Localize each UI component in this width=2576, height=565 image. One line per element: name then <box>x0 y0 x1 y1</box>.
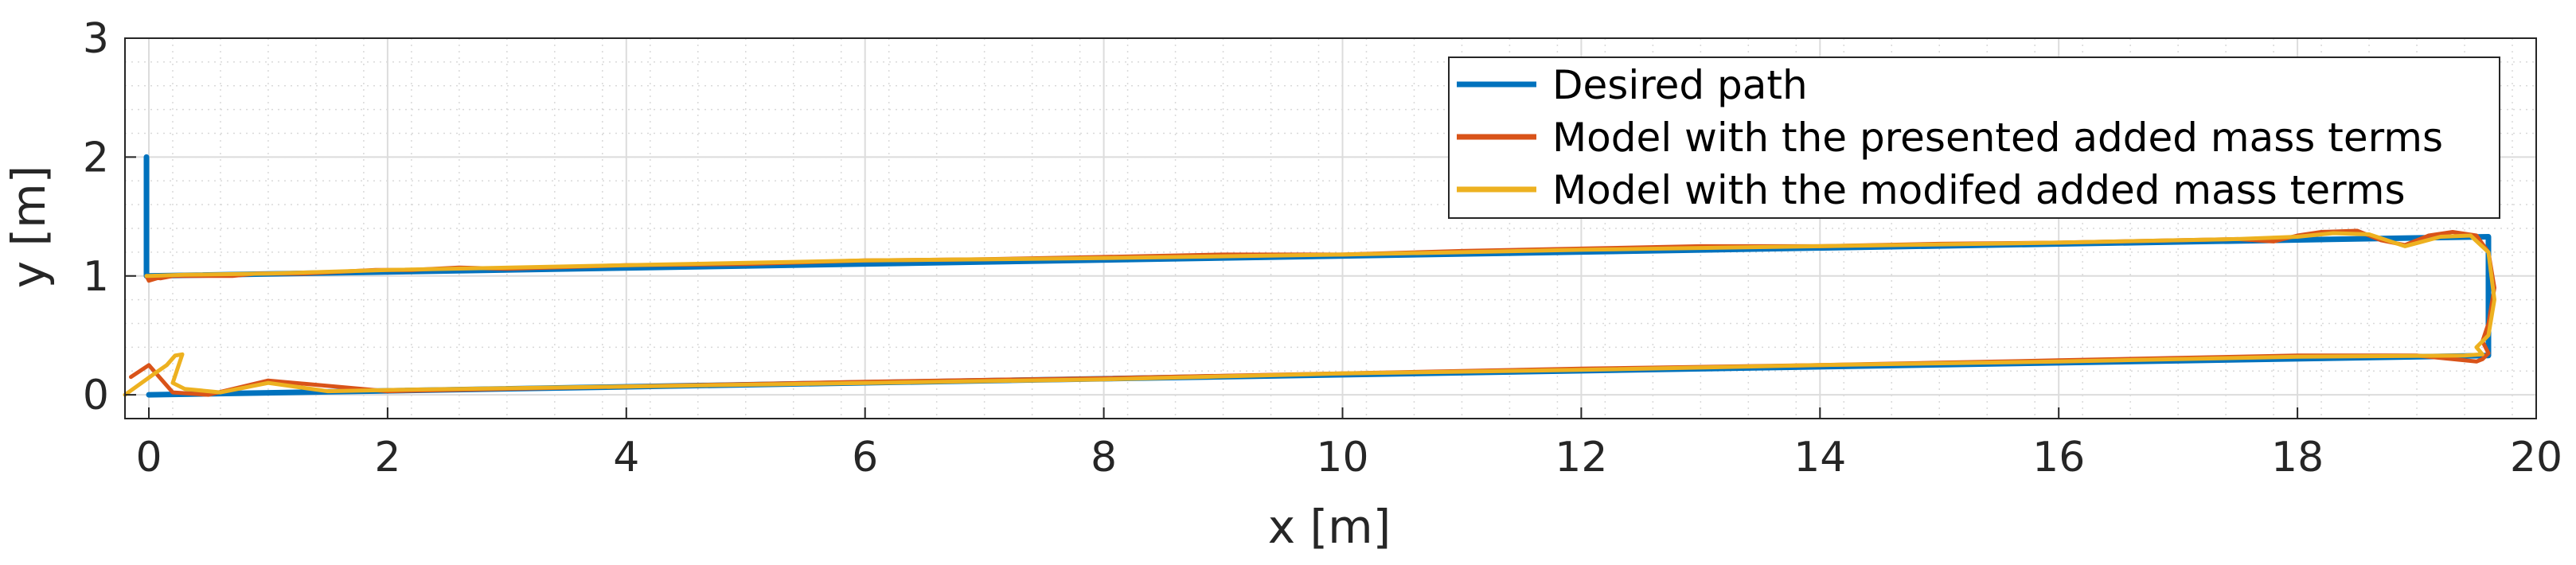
y-tick-labels: 0 1 2 3 <box>83 15 109 419</box>
legend-box <box>1448 56 2500 219</box>
x-axis-label: x [m] <box>1268 500 1391 554</box>
y-tick-label: 0 <box>83 372 109 419</box>
y-tick-label: 2 <box>83 134 109 181</box>
legend-label-desired-path: Desired path <box>1552 62 1808 108</box>
series-line-2 <box>123 231 2496 397</box>
x-tick-label: 16 <box>2032 434 2085 481</box>
legend-label-presented-model: Model with the presented added mass term… <box>1552 115 2443 161</box>
x-tick-label: 18 <box>2271 434 2324 481</box>
x-tick-label: 2 <box>374 434 400 481</box>
x-tick-label: 12 <box>1555 434 1607 481</box>
x-tick-label: 4 <box>613 434 639 481</box>
plot-lines <box>123 154 2496 398</box>
y-tick-label: 3 <box>83 15 109 63</box>
x-tick-label: 14 <box>1793 434 1846 481</box>
x-tick-label: 8 <box>1091 434 1117 481</box>
plot-frame <box>124 37 2537 419</box>
x-tick-labels: 0 2 4 6 8 10 12 14 16 18 20 <box>135 434 2562 481</box>
tick-marks <box>125 37 2537 419</box>
legend: Desired path Model with the presented ad… <box>1448 56 2500 219</box>
x-tick-label: 6 <box>852 434 878 481</box>
x-tick-label: 20 <box>2510 434 2562 481</box>
y-axis-label: y [m] <box>2 166 56 289</box>
legend-label-modifed-model: Model with the modifed added mass terms <box>1552 167 2406 213</box>
x-tick-label: 10 <box>1316 434 1368 481</box>
x-tick-label: 0 <box>135 434 162 481</box>
y-tick-label: 1 <box>83 253 109 301</box>
